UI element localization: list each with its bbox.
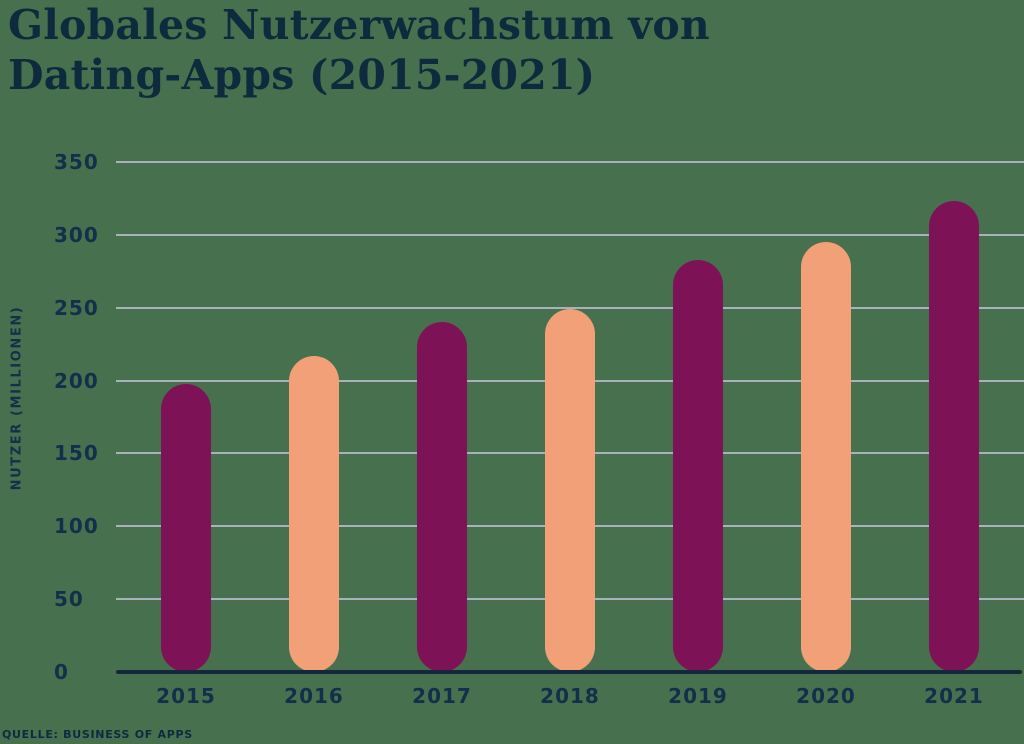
gridline-350 — [116, 161, 1024, 163]
y-axis-title: NUTZER (MILLIONEN) — [9, 305, 25, 491]
source-caption: QUELLE: BUSINESS OF APPS — [2, 728, 193, 741]
chart-title-line1: Globales Nutzerwachstum von — [8, 1, 710, 49]
bar-2019 — [673, 259, 723, 672]
gridline-250 — [116, 306, 1024, 309]
y-tick-label-350: 350 — [54, 150, 99, 174]
bar-2017 — [417, 322, 467, 672]
y-tick-label-0: 0 — [54, 660, 69, 684]
y-tick-label-100: 100 — [54, 514, 99, 539]
bar-2015 — [161, 383, 211, 672]
bar-2016 — [289, 355, 339, 672]
y-tick-label-50: 50 — [54, 587, 84, 612]
bar-2018 — [545, 309, 595, 672]
x-tick-label-2017: 2017 — [412, 684, 472, 708]
x-axis-line — [116, 670, 1022, 674]
y-tick-label-250: 250 — [54, 295, 99, 320]
x-tick-label-2016: 2016 — [284, 684, 344, 708]
chart-title-line2: Dating-Apps (2015-2021) — [8, 51, 596, 99]
chart-title: Globales Nutzerwachstum von Dating-Apps … — [8, 0, 710, 100]
x-tick-label-2018: 2018 — [540, 684, 600, 708]
gridline-300 — [116, 233, 1024, 236]
x-tick-label-2020: 2020 — [796, 684, 856, 708]
bar-2021 — [929, 201, 979, 672]
bar-2020 — [801, 242, 851, 672]
x-tick-label-2015: 2015 — [156, 684, 216, 708]
y-tick-label-300: 300 — [54, 222, 99, 247]
x-tick-label-2019: 2019 — [668, 684, 728, 708]
y-tick-label-150: 150 — [54, 441, 99, 466]
y-tick-label-200: 200 — [54, 368, 99, 393]
plot-area — [116, 161, 1024, 672]
x-tick-label-2021: 2021 — [924, 684, 984, 708]
